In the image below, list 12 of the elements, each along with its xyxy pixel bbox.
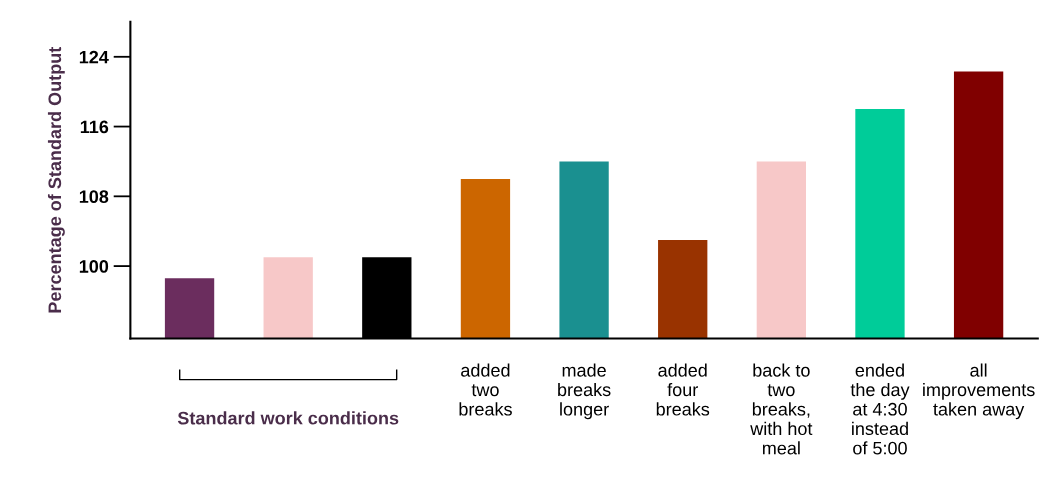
y-tick-label: 108 [79,190,109,204]
y-tick-label: 124 [79,50,109,64]
x-tick-label: made breaks longer [558,363,611,420]
x-tick-label: added two breaks [459,363,512,416]
y-tick-label: 100 [79,260,109,273]
x-tick-label: back to two breaks, with hot meal [750,363,813,455]
y-axis-title: Percentage of Standard Output [47,46,65,313]
y-tick-label: 116 [80,120,109,134]
x-tick-label: all improvements taken away [923,363,1035,420]
x-tick-label: added four breaks [656,363,710,416]
x-tick-label: ended the day at 4:30 instead of 5:00 [850,363,910,455]
text: Standard work conditions [177,411,399,425]
